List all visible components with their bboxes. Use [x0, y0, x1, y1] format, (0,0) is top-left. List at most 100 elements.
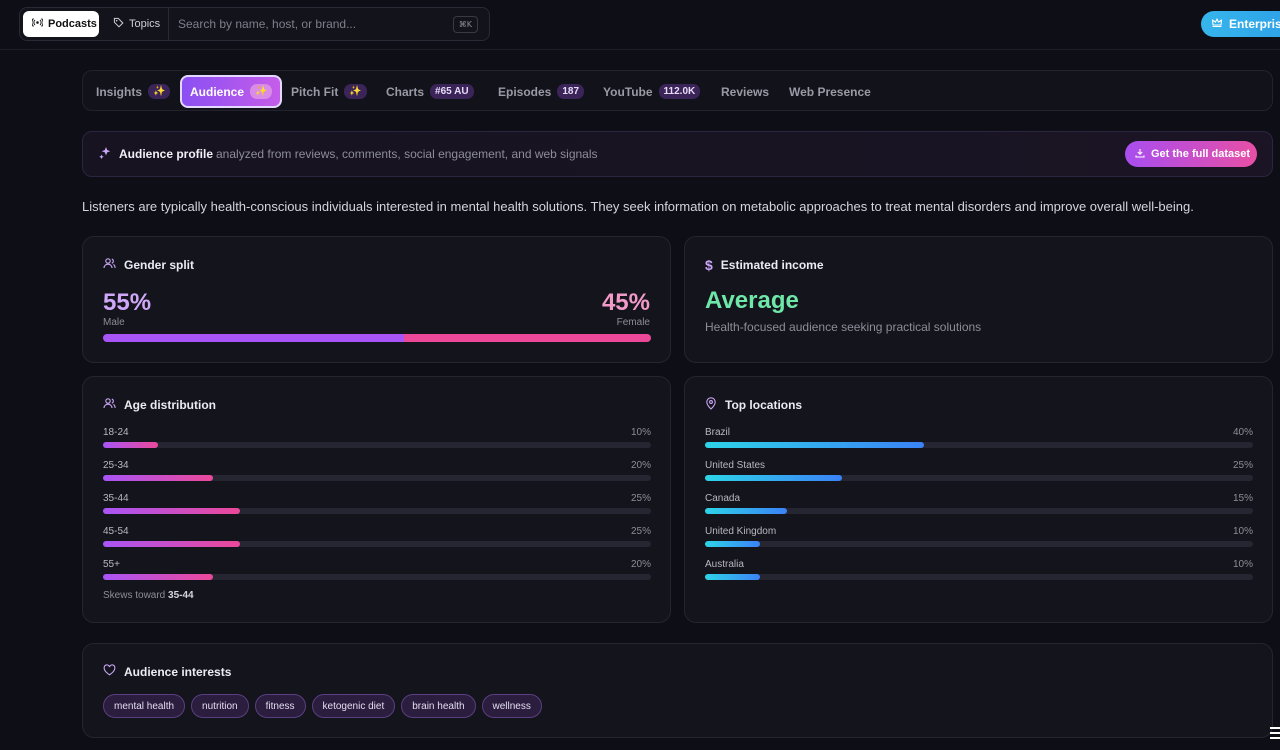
tab-badge: ✨	[250, 84, 273, 99]
interest-chip[interactable]: brain health	[401, 694, 476, 718]
audience-profile-banner: Audience profile analyzed from reviews, …	[82, 131, 1273, 177]
income-title: Estimated income	[720, 258, 824, 272]
top-bar: Podcasts Topics ⌘K Enterprise	[0, 0, 1280, 50]
tab-badge: #65 AU	[430, 84, 474, 99]
age-row: 18-24 10%	[103, 427, 651, 455]
interests-card-header: Audience interests	[103, 664, 231, 679]
age-row: 45-54 25%	[103, 526, 651, 554]
enterprise-button[interactable]: Enterprise	[1201, 11, 1280, 37]
location-value: 15%	[1232, 493, 1253, 504]
location-track	[705, 442, 1253, 448]
sparkles-icon	[98, 146, 112, 165]
podcasts-toggle[interactable]: Podcasts	[23, 11, 99, 37]
age-fill	[103, 541, 240, 547]
age-row: 35-44 25%	[103, 493, 651, 521]
location-track	[705, 475, 1253, 481]
get-dataset-button[interactable]: Get the full dataset	[1125, 141, 1257, 167]
income-value: Average	[705, 287, 799, 314]
gender-title: Gender split	[124, 258, 195, 272]
location-label: United States	[705, 460, 766, 471]
profile-title: Audience profile	[119, 147, 214, 161]
users-icon	[103, 397, 116, 413]
tab-youtube[interactable]: YouTube 112.0K	[603, 75, 701, 108]
tab-pitch-fit[interactable]: Pitch Fit ✨	[291, 75, 367, 108]
tab-audience[interactable]: Audience ✨	[180, 75, 283, 108]
age-label: 25-34	[103, 460, 129, 471]
location-fill	[705, 508, 788, 514]
interest-chip[interactable]: wellness	[481, 694, 542, 718]
skew-value: 35-44	[168, 590, 194, 601]
tab-reviews[interactable]: Reviews	[721, 75, 769, 108]
location-row: Canada 15%	[705, 493, 1253, 521]
location-label: Brazil	[705, 427, 731, 438]
age-value: 20%	[630, 460, 651, 471]
age-label: 18-24	[103, 427, 129, 438]
search-input[interactable]	[170, 9, 450, 39]
age-distribution-card: Age distribution 18-24 10% 25-34 20% 35-…	[82, 376, 671, 623]
location-fill	[705, 574, 760, 580]
interest-chip[interactable]: nutrition	[191, 694, 249, 718]
tab-bar: Insights ✨ Audience ✨ Pitch Fit ✨ Charts…	[82, 70, 1273, 111]
skew-prefix: Skews toward	[103, 590, 166, 601]
tab-badge: ✨	[148, 84, 171, 99]
tab-badge: 187	[557, 84, 585, 99]
interest-chips: mental health nutrition fitness ketogeni…	[103, 694, 542, 718]
tab-web-presence[interactable]: Web Presence	[789, 75, 871, 108]
age-value: 20%	[630, 559, 651, 570]
locations-card-header: Top locations	[705, 397, 802, 413]
crown-icon	[1211, 17, 1223, 32]
tab-label: Reviews	[721, 84, 770, 99]
location-row: United Kingdom 10%	[705, 526, 1253, 554]
gender-bar	[103, 334, 651, 342]
tab-insights[interactable]: Insights ✨	[96, 75, 171, 108]
age-value: 25%	[630, 493, 651, 504]
age-label: 45-54	[103, 526, 129, 537]
age-track	[103, 574, 651, 580]
age-fill	[103, 475, 213, 481]
age-label: 55+	[103, 559, 120, 570]
female-segment	[404, 334, 651, 342]
female-percentage: 45%	[601, 289, 650, 316]
age-fill	[103, 574, 213, 580]
search-group: Podcasts Topics ⌘K	[19, 7, 490, 41]
age-fill	[103, 508, 240, 514]
location-track	[705, 541, 1253, 547]
location-value: 40%	[1232, 427, 1253, 438]
income-description: Health-focused audience seeking practica…	[705, 320, 982, 334]
female-label: Female	[616, 317, 650, 328]
dollar-icon: $	[705, 257, 713, 273]
map-pin-icon	[705, 397, 717, 413]
age-track	[103, 508, 651, 514]
age-row: 55+ 20%	[103, 559, 651, 587]
shortcut-hint: ⌘K	[452, 16, 478, 33]
topics-label: Topics	[129, 18, 161, 30]
tab-episodes[interactable]: Episodes 187	[498, 75, 585, 108]
age-card-header: Age distribution	[103, 397, 216, 413]
tab-charts[interactable]: Charts #65 AU	[386, 75, 474, 108]
top-locations-card: Top locations Brazil 40% United States 2…	[684, 376, 1273, 623]
age-track	[103, 442, 651, 448]
age-value: 10%	[630, 427, 651, 438]
interest-chip[interactable]: mental health	[103, 694, 186, 718]
location-value: 10%	[1232, 526, 1253, 537]
heart-icon	[103, 664, 116, 679]
download-icon	[1135, 148, 1145, 161]
topics-toggle[interactable]: Topics	[104, 11, 176, 37]
profile-subtitle: analyzed from reviews, comments, social …	[216, 147, 598, 161]
locations-title: Top locations	[725, 398, 803, 412]
tab-label: Charts	[386, 84, 425, 99]
male-label: Male	[103, 317, 125, 328]
tab-label: Audience	[190, 84, 245, 99]
tab-badge: ✨	[344, 84, 367, 99]
location-value: 10%	[1232, 559, 1253, 570]
tab-badge: 112.0K	[658, 84, 701, 99]
divider	[168, 8, 169, 40]
age-title: Age distribution	[124, 398, 216, 412]
tag-icon	[113, 17, 124, 31]
interest-chip[interactable]: fitness	[254, 694, 306, 718]
age-track	[103, 475, 651, 481]
male-segment	[103, 334, 405, 342]
interest-chip[interactable]: ketogenic diet	[311, 694, 396, 718]
skew-note: Skews toward 35-44	[103, 590, 194, 601]
users-icon	[103, 257, 116, 273]
